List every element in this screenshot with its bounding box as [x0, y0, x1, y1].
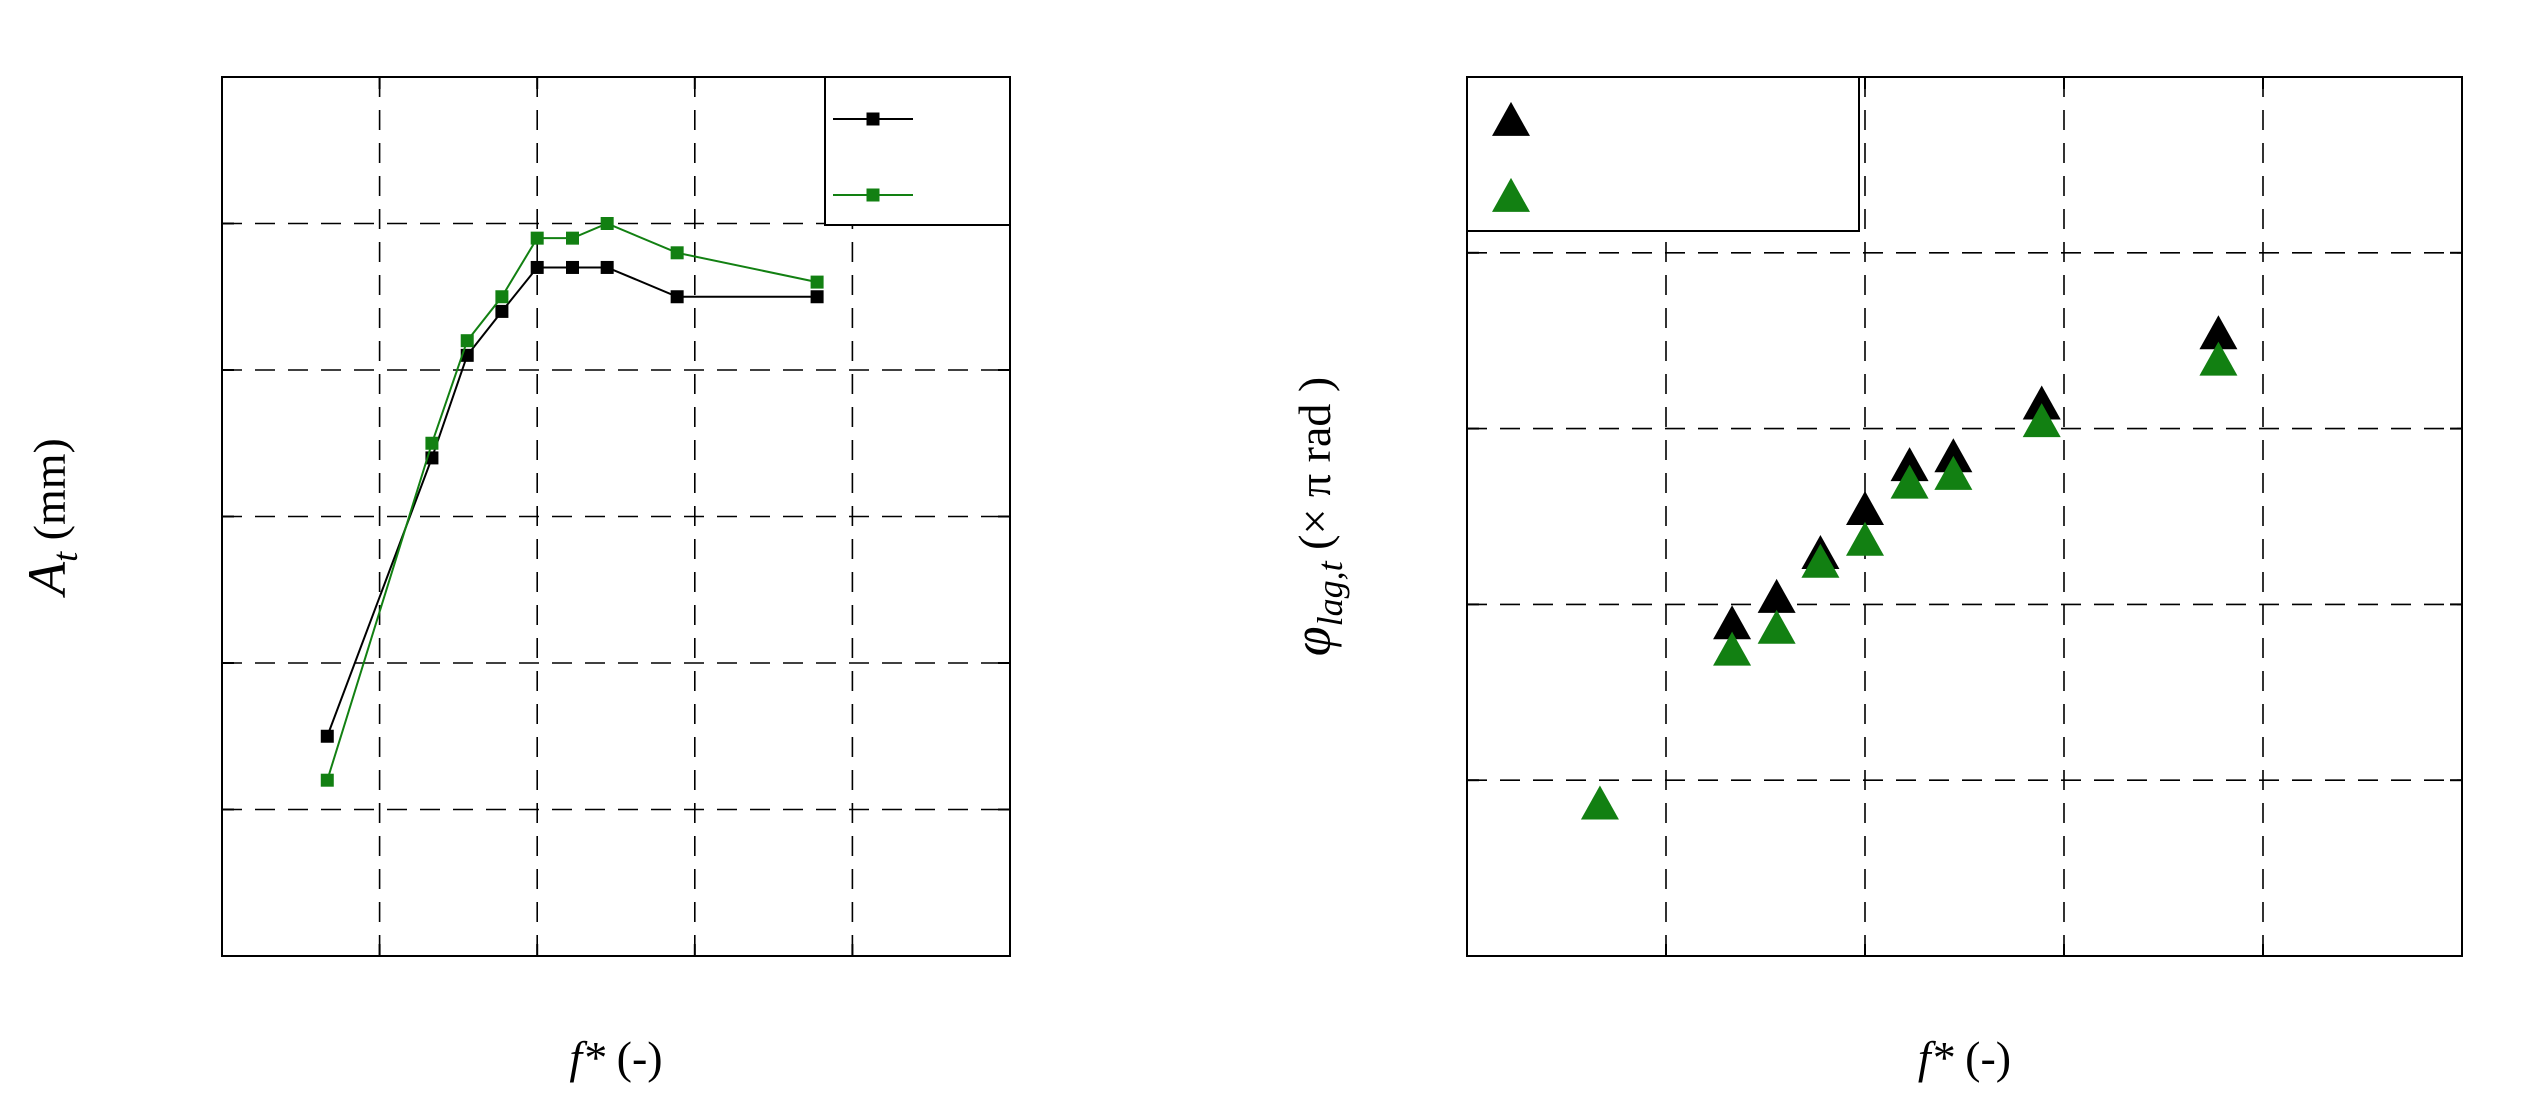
chart-e: f* (-) At (mm)	[17, 76, 1011, 1083]
y-axis-label: φlag,t (× π rad )	[1282, 377, 1350, 656]
experiment-point	[2022, 385, 2061, 420]
experiment-point	[530, 260, 544, 274]
experiment-point	[670, 290, 684, 304]
simulation-point	[460, 334, 474, 348]
legend	[824, 76, 1011, 226]
series-experiment	[320, 260, 824, 743]
series-experiment	[1713, 315, 2238, 640]
experiment-point	[566, 260, 580, 274]
series-simulation	[320, 217, 824, 787]
simulation-point	[1890, 464, 1929, 499]
y-axis-label-subscript: t	[45, 551, 85, 562]
simulation-point	[1580, 785, 1619, 820]
y-axis-label-unit: (mm)	[24, 438, 75, 552]
x-axis-label-unit: (-)	[1954, 1032, 2011, 1083]
experiment-point	[1846, 491, 1884, 526]
simulation-point	[566, 231, 580, 245]
y-axis-label: At (mm)	[17, 438, 85, 598]
experiment-point	[2199, 315, 2238, 350]
x-axis-label-main: f*	[569, 1032, 605, 1083]
simulation-point	[1846, 521, 1884, 556]
experiment-point	[600, 260, 614, 274]
series-simulation	[1580, 341, 2238, 820]
y-axis-label-symbol: A	[17, 561, 77, 598]
experiment-point	[1934, 438, 1973, 473]
plot-frame	[1466, 76, 2463, 957]
simulation-point	[810, 275, 824, 289]
legend-experiment-marker	[1492, 101, 1530, 136]
simulation-point	[320, 773, 334, 787]
simulation-point	[530, 231, 544, 245]
simulation-point	[1713, 631, 1752, 666]
y-axis-label-subscript: lag,t	[1310, 560, 1350, 626]
simulation-point	[1757, 609, 1796, 644]
y-axis-label-unit: (× π rad )	[1289, 377, 1340, 562]
simulation-point	[495, 290, 509, 304]
x-axis-label: f* (-)	[1918, 1032, 2011, 1083]
experiment-point	[1713, 605, 1752, 640]
simulation-point	[425, 436, 439, 450]
y-axis-label-symbol: φ	[1282, 626, 1342, 656]
experiment-point	[1757, 578, 1796, 613]
legend-box	[1466, 76, 1860, 232]
legend	[1466, 76, 1860, 232]
experiment-point	[320, 729, 334, 743]
x-axis-label: f* (-)	[569, 1032, 662, 1083]
simulation-point	[670, 246, 684, 260]
experiment-point	[495, 304, 509, 318]
legend-simulation-marker	[866, 188, 880, 202]
simulation-point	[1801, 543, 1840, 578]
simulation-point	[2022, 403, 2061, 438]
legend-simulation-marker	[1492, 177, 1530, 212]
experiment-point	[810, 290, 824, 304]
x-axis-label-main: f*	[1918, 1032, 1954, 1083]
experiment-point	[1890, 447, 1929, 482]
simulation-point	[600, 217, 614, 230]
legend-experiment-marker	[866, 112, 880, 126]
x-axis-label-unit: (-)	[605, 1032, 662, 1083]
legend-box	[824, 76, 1011, 226]
simulation-point	[1934, 455, 1973, 490]
simulation-point	[2199, 341, 2238, 376]
chart-f: f* (-) φlag,t (× π rad )	[1282, 76, 2463, 1083]
